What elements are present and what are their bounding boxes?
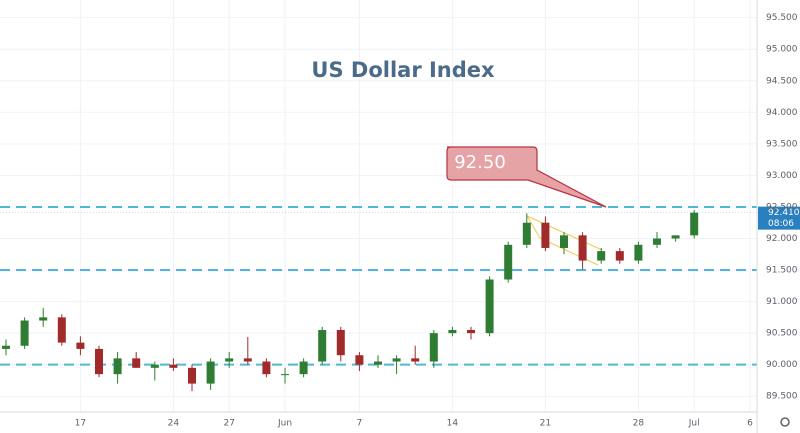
x-tick-label: 14	[447, 419, 459, 429]
settings-icon[interactable]	[780, 417, 790, 427]
candle-body	[188, 367, 196, 384]
annotation: 92.50	[446, 146, 607, 208]
y-tick-label: 95.500	[766, 13, 798, 23]
candle-body	[485, 279, 494, 334]
candle-body	[560, 235, 568, 248]
candle-body	[76, 342, 85, 349]
candle-body	[541, 222, 550, 248]
callout-box	[446, 146, 607, 208]
y-tick-label: 90.000	[766, 360, 798, 370]
y-tick-label: 92.000	[766, 234, 798, 244]
candle-body	[281, 374, 289, 376]
y-tick-label: 90.500	[766, 329, 798, 339]
candle-body	[169, 364, 178, 368]
candle-body	[318, 329, 327, 362]
candle-body	[504, 244, 513, 280]
candle-body	[57, 317, 66, 343]
candle-body	[448, 329, 457, 334]
candle-body	[578, 235, 587, 261]
x-tick-label: 7	[357, 419, 363, 429]
candle-body	[653, 238, 661, 245]
candle-body	[597, 251, 606, 261]
y-tick-label: 89.500	[766, 392, 798, 402]
candle-body	[336, 329, 345, 356]
y-tick-label: 93.000	[766, 171, 798, 181]
price-tag-box	[758, 206, 800, 230]
candle-body	[243, 358, 252, 362]
y-tick-label: 91.500	[766, 266, 798, 276]
candle-body	[20, 320, 29, 346]
candle-body	[467, 329, 475, 334]
candle-body	[615, 251, 624, 261]
x-tick-label: 6	[747, 419, 753, 429]
gear[interactable]	[780, 417, 790, 427]
x-tick-label: Jul	[688, 419, 700, 429]
y-tick-label: 94.500	[766, 76, 798, 86]
channel-line	[526, 215, 541, 239]
x-tick-label: 24	[168, 419, 180, 429]
candle-body	[355, 355, 364, 365]
x-tick-label: 17	[75, 419, 86, 429]
x-tick-label: Jun	[277, 419, 292, 429]
candle-body	[374, 361, 382, 365]
candle-body	[671, 235, 680, 239]
channel-line	[539, 237, 599, 266]
candle-body	[113, 358, 122, 375]
countdown: 08:06	[768, 219, 794, 229]
candle-body	[132, 358, 141, 368]
candle-body	[411, 358, 420, 362]
x-tick-label: 21	[540, 419, 551, 429]
candle-body	[299, 361, 308, 375]
candle-body	[206, 361, 215, 384]
candle-body	[690, 212, 699, 236]
x-tick-label: 27	[223, 419, 234, 429]
candle-body	[429, 333, 438, 362]
candle-body	[634, 244, 643, 261]
chart-title: US Dollar Index	[311, 58, 495, 82]
candle-body	[95, 348, 103, 375]
candle-body	[150, 364, 159, 368]
y-tick-label: 95.000	[766, 45, 798, 55]
y-tick-label: 93.500	[766, 139, 798, 149]
y-tick-label: 92.500	[766, 202, 798, 212]
candle-body	[225, 358, 234, 362]
x-tick-label: 28	[633, 419, 645, 429]
candles	[0, 205, 757, 392]
y-tick-label: 91.000	[766, 297, 798, 307]
candle-body	[39, 317, 48, 321]
candle-body	[2, 345, 10, 349]
y-tick-label: 94.000	[766, 108, 798, 118]
annotation-text: 92.50	[454, 152, 506, 173]
candle-body	[262, 361, 271, 375]
price-tag-value: 92.410	[768, 208, 800, 218]
candle-body	[522, 222, 531, 245]
candle-body	[392, 358, 401, 362]
